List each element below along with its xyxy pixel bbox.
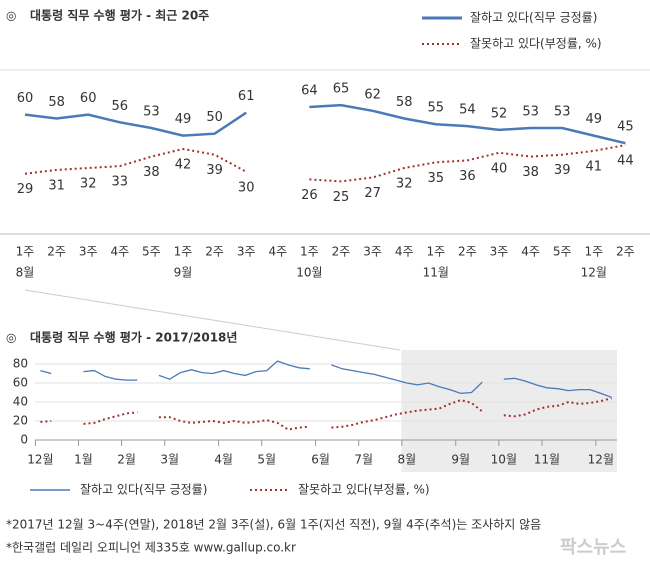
data-label: 52	[491, 106, 508, 121]
data-label: 54	[459, 103, 476, 118]
y-tick-label: 40	[13, 395, 28, 409]
data-label: 49	[586, 112, 603, 127]
x-tick-label: 4주	[395, 245, 414, 259]
data-label: 41	[586, 159, 603, 174]
x-tick-label: 1주	[584, 245, 603, 259]
data-label: 55	[428, 101, 445, 116]
legend-label: 잘하고 있다(직무 긍정률)	[470, 11, 597, 25]
x-tick-label: 7월	[354, 453, 373, 467]
data-label: 53	[143, 104, 160, 119]
x-tick-label: 12월	[588, 453, 614, 467]
x-tick-label: 2주	[332, 245, 351, 259]
data-label: 26	[301, 188, 318, 203]
data-label: 32	[396, 177, 413, 192]
x-tick-label: 1월	[74, 453, 93, 467]
data-label: 53	[554, 104, 571, 119]
y-tick-label: 20	[13, 414, 28, 428]
x-tick-label: 1주	[16, 245, 35, 259]
data-label: 35	[428, 171, 445, 186]
data-label: 32	[80, 177, 97, 192]
data-label: 64	[301, 84, 318, 99]
legend-label: 잘하고 있다(직무 긍정률)	[80, 483, 207, 497]
x-tick-label: 11월	[534, 453, 560, 467]
x-group-label: 10월	[296, 266, 322, 280]
x-tick-label: 6월	[311, 453, 330, 467]
icon: ◎	[6, 331, 16, 345]
x-tick-label: 2주	[205, 245, 224, 259]
watermark: 팍스뉴스	[560, 537, 626, 558]
x-tick-label: 9월	[451, 453, 470, 467]
data-label: 40	[491, 161, 508, 176]
data-label: 25	[333, 190, 350, 205]
y-tick-label: 60	[13, 376, 28, 390]
data-label: 38	[522, 165, 539, 180]
zoom-connector	[24, 289, 401, 351]
data-label: 27	[364, 186, 381, 201]
x-tick-label: 3주	[79, 245, 98, 259]
y-tick-label: 80	[13, 357, 28, 371]
x-tick-label: 2주	[47, 245, 66, 259]
x-tick-label: 5주	[142, 245, 161, 259]
series-line	[40, 397, 612, 431]
data-label: 56	[112, 99, 129, 114]
data-label: 38	[143, 165, 160, 180]
x-tick-label: 10월	[491, 453, 517, 467]
y-tick-label: 0	[20, 433, 28, 447]
data-label: 30	[238, 180, 255, 195]
data-label: 45	[617, 120, 634, 135]
footnote: *한국갤럽 데일리 오피니언 제335호 www.gallup.co.kr	[6, 541, 296, 555]
data-label: 58	[48, 95, 65, 110]
x-tick-label: 4주	[268, 245, 287, 259]
legend-label: 잘못하고 있다(부정률, %)	[298, 483, 430, 497]
data-label: 44	[617, 154, 634, 169]
data-label: 50	[206, 110, 223, 125]
x-group-label: 12월	[581, 266, 607, 280]
series-line	[40, 360, 612, 398]
chart-title: 대통령 직무 수행 평가 - 최근 20주	[30, 8, 209, 23]
x-tick-label: 1주	[174, 245, 193, 259]
data-label: 42	[175, 157, 192, 172]
x-tick-label: 2주	[458, 245, 477, 259]
footnote: *2017년 12월 3~4주(연말), 2018년 2월 3주(설), 6월 …	[6, 518, 541, 532]
data-label: 36	[459, 169, 476, 184]
x-tick-label: 5주	[553, 245, 572, 259]
data-label: 60	[17, 91, 34, 106]
chart-title: 대통령 직무 수행 평가 - 2017/2018년	[30, 330, 237, 345]
x-tick-label: 2주	[616, 245, 635, 259]
x-tick-label: 1주	[426, 245, 445, 259]
x-tick-label: 1주	[300, 245, 319, 259]
x-tick-label: 8월	[397, 453, 416, 467]
x-tick-label: 3주	[490, 245, 509, 259]
data-label: 61	[238, 89, 255, 104]
data-label: 53	[522, 104, 539, 119]
x-group-label: 9월	[174, 266, 193, 280]
data-label: 39	[206, 163, 223, 178]
x-tick-label: 3주	[237, 245, 256, 259]
data-label: 39	[554, 163, 571, 178]
x-tick-label: 4주	[110, 245, 129, 259]
x-group-label: 11월	[423, 266, 449, 280]
icon: ◎	[6, 9, 16, 23]
x-group-label: 8월	[16, 266, 35, 280]
data-label: 60	[80, 91, 97, 106]
legend-label: 잘못하고 있다(부정률, %)	[470, 37, 602, 51]
x-tick-label: 5월	[257, 453, 276, 467]
data-label: 58	[396, 95, 413, 110]
x-tick-label: 3월	[160, 453, 179, 467]
data-label: 33	[112, 175, 129, 190]
x-tick-label: 12월	[27, 453, 53, 467]
x-tick-label: 3주	[363, 245, 382, 259]
data-label: 29	[17, 182, 34, 197]
data-label: 31	[48, 178, 65, 193]
x-tick-label: 4주	[521, 245, 540, 259]
series-line	[24, 103, 626, 145]
series-line	[24, 144, 626, 183]
highlight-region	[401, 350, 617, 472]
x-tick-label: 2월	[117, 453, 136, 467]
x-tick-label: 4월	[214, 453, 233, 467]
data-label: 65	[333, 82, 350, 97]
data-label: 62	[364, 87, 381, 102]
data-label: 49	[175, 112, 192, 127]
